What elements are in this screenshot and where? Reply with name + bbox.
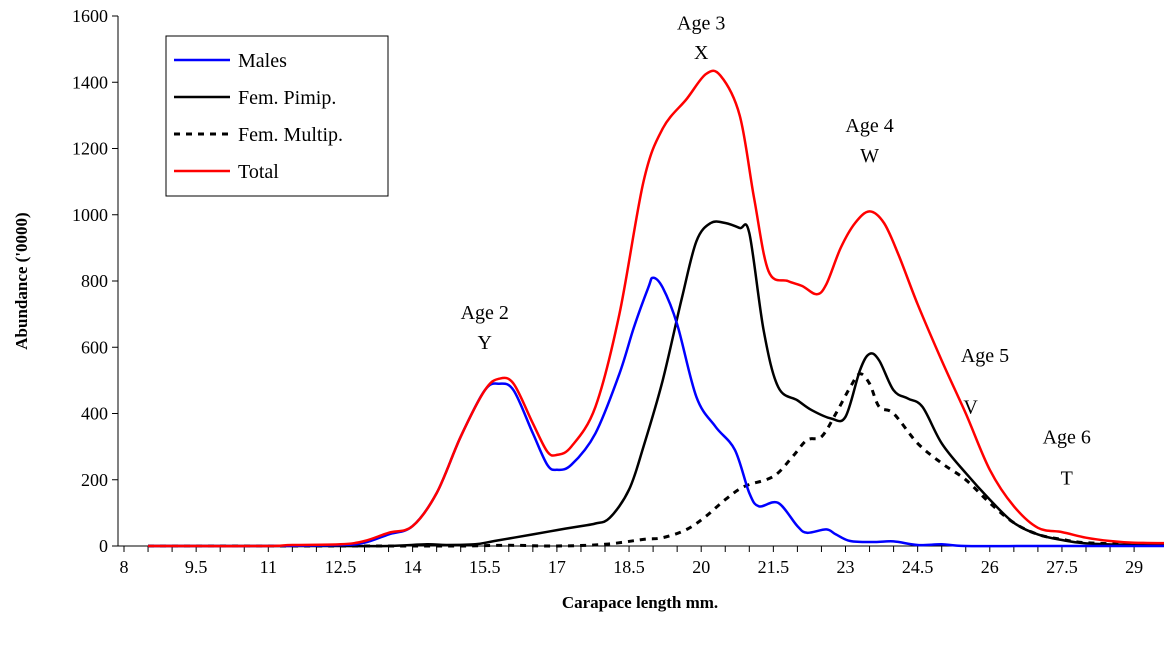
annotation-label: Y	[478, 332, 492, 354]
y-tick-label: 800	[81, 271, 108, 291]
x-axis-title: Carapace length mm.	[562, 593, 718, 612]
x-tick-label: 24.5	[902, 557, 934, 577]
annotation-label: Age 4	[845, 115, 893, 137]
x-tick-label: 21.5	[758, 557, 790, 577]
x-tick-label: 15.5	[469, 557, 501, 577]
y-tick-label: 1000	[72, 205, 108, 225]
series-layer	[148, 69, 1164, 548]
x-tick-label: 8	[120, 557, 129, 577]
x-tick-label: 17	[548, 557, 566, 577]
axes: 0 200 400 600 800 1000 1200 1400 1600 8 9.5 11 12.5 1…	[72, 6, 1155, 577]
annotation-label: Age 3	[677, 12, 725, 34]
annotations: Age 2 Y Age 3 X Age 4 W Age 5 V Age 6 T	[461, 12, 1091, 489]
x-tick-label: 23	[837, 557, 855, 577]
x-tick-label: 14	[404, 557, 422, 577]
legend-label: Fem. Pimip.	[238, 87, 336, 109]
y-tick-label: 200	[81, 470, 108, 490]
annotation-label: X	[694, 42, 709, 64]
x-tick-label: 18.5	[613, 557, 645, 577]
y-tick-label: 400	[81, 404, 108, 424]
y-tick-label: 1600	[72, 6, 108, 26]
annotation-label: W	[860, 145, 879, 167]
x-tick-label: 12.5	[325, 557, 357, 577]
series-line-fem-pimip	[148, 220, 1164, 548]
legend-box	[165, 35, 389, 197]
y-tick-label: 600	[81, 337, 108, 357]
x-tick-label: 26	[981, 557, 999, 577]
series-line-total	[148, 69, 1164, 548]
legend-label: Males	[238, 50, 287, 72]
legend: Males Fem. Pimip. Fem. Multip. Total	[165, 35, 389, 197]
annotation-label: Age 5	[961, 345, 1009, 367]
y-axis-title: Abundance ('0000)	[12, 212, 31, 349]
x-tick-label: 27.5	[1046, 557, 1078, 577]
annotation-label: Age 6	[1043, 426, 1091, 448]
y-tick-label: 1200	[72, 139, 108, 159]
annotation-label: Age 2	[461, 302, 509, 324]
legend-label: Fem. Multip.	[238, 124, 343, 146]
x-tick-label: 20	[692, 557, 710, 577]
y-tick-label: 0	[99, 536, 108, 556]
x-tick-label: 11	[260, 557, 277, 577]
legend-label: Total	[238, 161, 279, 183]
series-line-males	[148, 276, 1164, 548]
x-tick-label: 29	[1125, 557, 1143, 577]
annotation-label: T	[1061, 468, 1073, 490]
x-tick-label: 9.5	[185, 557, 208, 577]
y-tick-label: 1400	[72, 72, 108, 92]
annotation-label: V	[963, 397, 978, 419]
